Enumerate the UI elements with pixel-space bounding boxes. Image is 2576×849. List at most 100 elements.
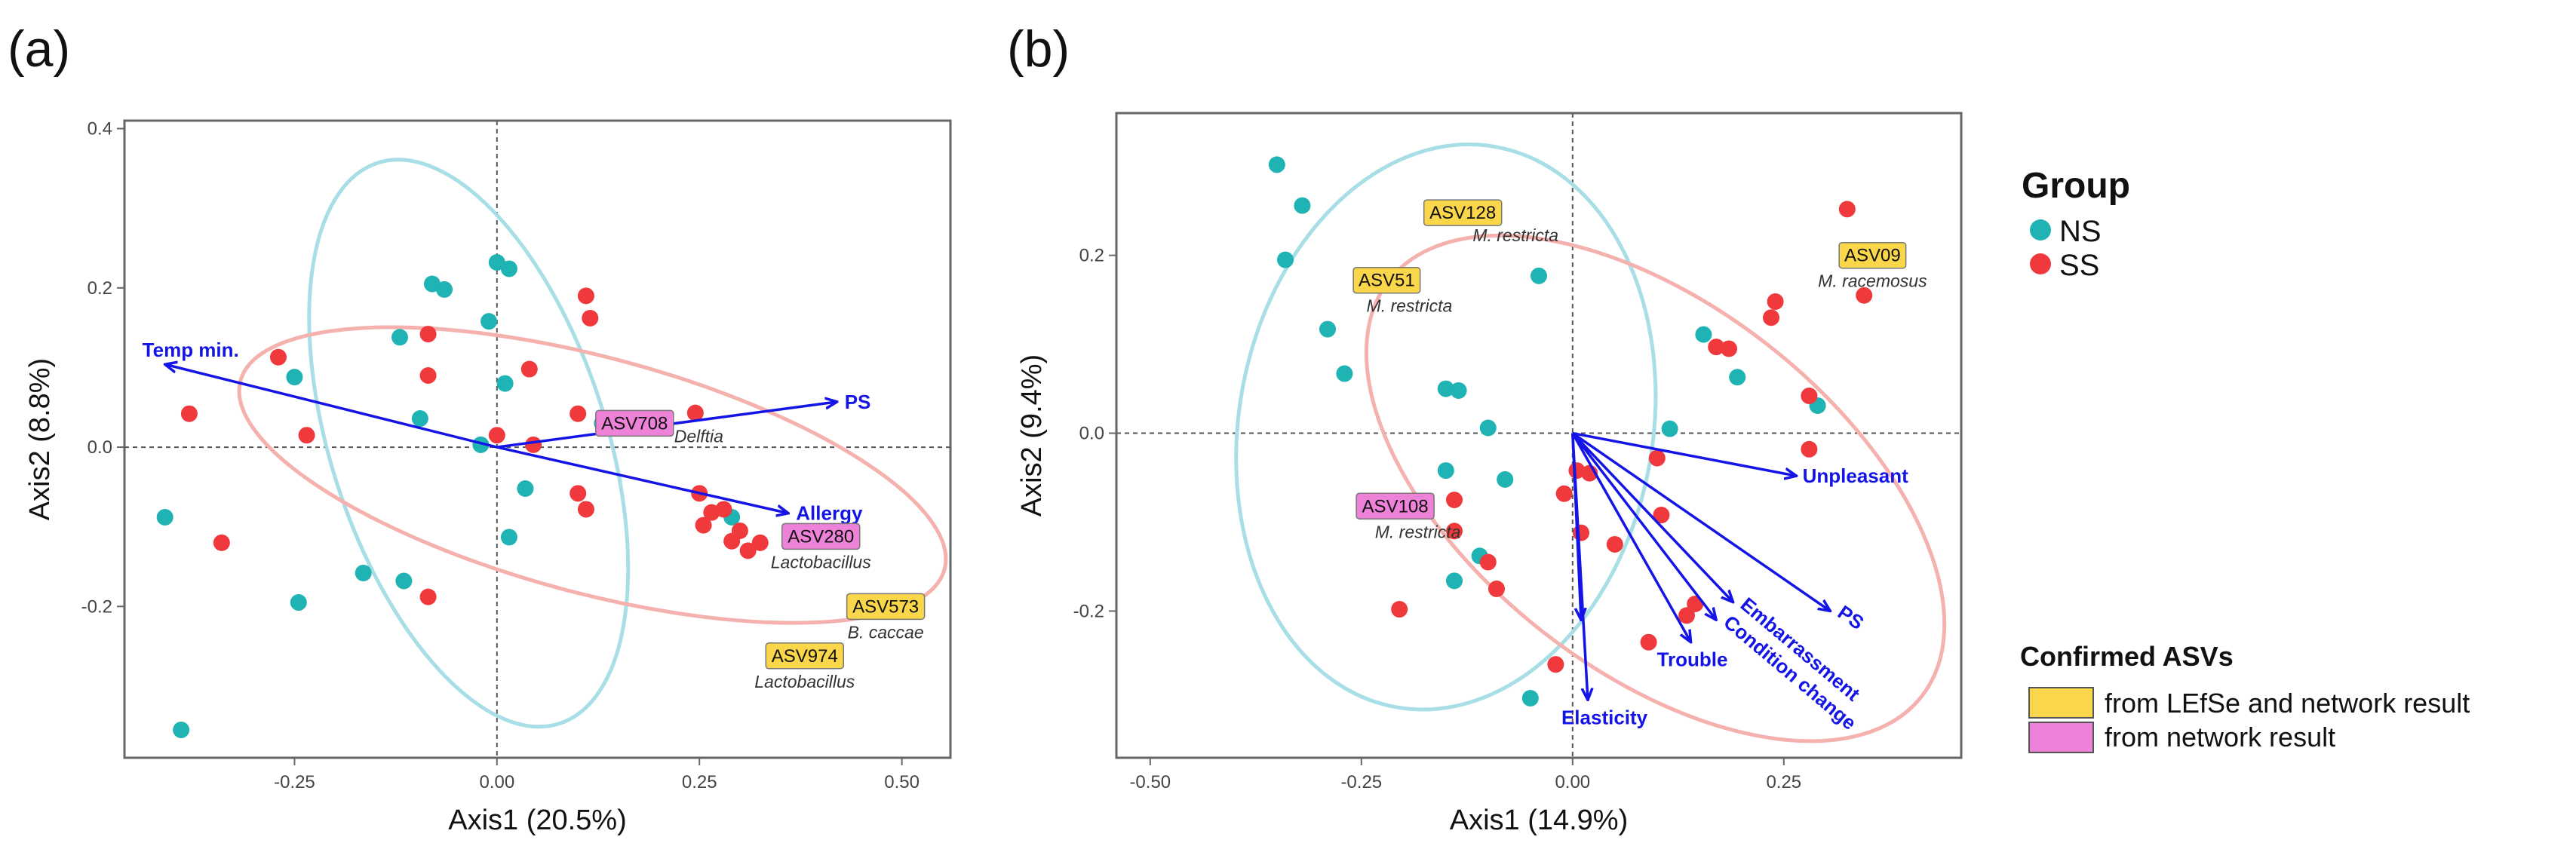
data-point-ns bbox=[1497, 470, 1514, 488]
data-point-ss bbox=[1547, 656, 1564, 673]
data-point-ss bbox=[1391, 601, 1408, 618]
asv-label-name: ASV280 bbox=[788, 526, 854, 547]
data-point-ss bbox=[520, 360, 538, 378]
asv-label-box bbox=[1352, 266, 1421, 294]
data-point-ns bbox=[286, 369, 303, 386]
data-point-ns bbox=[1268, 156, 1285, 173]
data-point-ns bbox=[391, 329, 408, 346]
data-point-ns bbox=[1446, 572, 1463, 590]
data-point-ns bbox=[436, 280, 453, 298]
data-point-ss bbox=[1721, 340, 1737, 357]
legend-ns-marker bbox=[2030, 219, 2051, 241]
data-point-ss bbox=[419, 588, 437, 605]
data-point-ss bbox=[695, 516, 712, 534]
data-point-ss bbox=[488, 427, 505, 444]
legend-group-title: Group bbox=[2022, 166, 2130, 206]
data-point-ss bbox=[739, 542, 757, 559]
data-point-ns bbox=[481, 313, 498, 330]
legend-ss-marker bbox=[2030, 253, 2051, 274]
data-point-ss bbox=[723, 532, 741, 550]
data-point-ss bbox=[1801, 388, 1818, 405]
data-point-ss bbox=[1446, 492, 1463, 508]
data-point-ss bbox=[1446, 523, 1463, 540]
panel-a-chart: Temp min. PS Allergy ASV708 Delftia ASV280 Lac… bbox=[24, 119, 952, 836]
confidence-ellipse-ns bbox=[1234, 143, 1658, 712]
asv-label-box bbox=[765, 642, 845, 670]
vector-arrow bbox=[496, 446, 788, 513]
data-point-ss bbox=[1555, 485, 1573, 502]
legend-network-label: from network result bbox=[2105, 722, 2335, 752]
data-point-ss bbox=[1838, 201, 1856, 218]
data-point-ns bbox=[1450, 382, 1467, 399]
asv-label-name: ASV128 bbox=[1429, 203, 1496, 223]
data-point-ss bbox=[1653, 507, 1670, 524]
legend-ns-label: NS bbox=[2059, 215, 2102, 248]
x-tick-label: -0.25 bbox=[1340, 772, 1382, 792]
data-point-ss bbox=[1708, 339, 1725, 356]
data-point-ss bbox=[1640, 633, 1657, 651]
data-point-ns bbox=[1319, 320, 1336, 338]
data-point-ss bbox=[419, 326, 437, 343]
data-point-ss bbox=[298, 427, 315, 444]
arrow-label: Allergy bbox=[796, 502, 863, 525]
asv-label-name: ASV573 bbox=[852, 596, 919, 617]
asv-label-box bbox=[1838, 241, 1907, 269]
data-point-ns bbox=[355, 564, 372, 581]
data-point-ns bbox=[1336, 365, 1353, 382]
legend-ss-label: SS bbox=[2059, 249, 2099, 282]
data-point-ss bbox=[1763, 309, 1779, 326]
data-point-ns bbox=[496, 375, 514, 392]
data-point-ss bbox=[751, 534, 769, 551]
data-point-ns bbox=[173, 722, 190, 739]
x-tick-label: 0.50 bbox=[884, 772, 920, 792]
asv-label-taxon: M. restricta bbox=[1375, 522, 1461, 541]
data-point-ss bbox=[525, 436, 542, 453]
y-tick-label: 0.0 bbox=[88, 437, 112, 458]
confidence-ellipse-ss bbox=[237, 325, 948, 625]
x-tick-label: 0.25 bbox=[682, 772, 717, 792]
data-point-ns bbox=[1479, 419, 1497, 437]
x-axis-label: Axis1 (14.9%) bbox=[1450, 805, 1629, 836]
data-point-ns bbox=[1437, 380, 1454, 397]
data-point-ss bbox=[1648, 449, 1666, 467]
data-point-ss bbox=[1767, 293, 1784, 311]
y-tick-label: 0.0 bbox=[1079, 424, 1104, 444]
data-point-ss bbox=[1568, 462, 1586, 480]
arrow-label: Unpleasant bbox=[1803, 464, 1908, 487]
data-point-ss bbox=[686, 404, 704, 421]
data-point-ns bbox=[500, 260, 517, 277]
arrow-label: Temp min. bbox=[143, 339, 239, 361]
x-tick-label: 0.25 bbox=[1766, 772, 1801, 792]
data-point-ns bbox=[472, 436, 490, 453]
data-point-ss bbox=[582, 309, 599, 326]
asv-label-name: ASV09 bbox=[1844, 246, 1901, 266]
asv-label-name: ASV51 bbox=[1359, 271, 1415, 291]
legend-asv-title: Confirmed ASVs bbox=[2020, 641, 2234, 672]
data-point-ns bbox=[290, 594, 307, 611]
vector-arrow bbox=[1571, 432, 1691, 642]
asv-label-taxon: M. restricta bbox=[1472, 225, 1558, 245]
x-tick-label: 0.00 bbox=[1555, 772, 1590, 792]
data-point-ns bbox=[1437, 462, 1454, 480]
data-point-ss bbox=[715, 501, 732, 518]
data-point-ss bbox=[1573, 524, 1589, 541]
y-tick-label: -0.2 bbox=[1073, 601, 1104, 621]
data-point-ns bbox=[488, 254, 505, 271]
y-tick-label: 0.4 bbox=[88, 119, 112, 139]
y-axis-label: Axis2 (8.8%) bbox=[24, 358, 56, 520]
vector-arrow bbox=[1571, 432, 1831, 611]
asv-label-name: ASV108 bbox=[1362, 496, 1429, 516]
data-point-ns bbox=[1695, 326, 1712, 343]
vector-arrow bbox=[165, 364, 498, 449]
arrow-label: Trouble bbox=[1657, 648, 1728, 671]
data-point-ns bbox=[1661, 420, 1678, 437]
asv-label-taxon: B. caccae bbox=[848, 622, 924, 642]
legend-lefse-network-label: from LEfSe and network result bbox=[2105, 688, 2470, 719]
asv-label-box bbox=[846, 593, 926, 621]
y-tick-label: 0.2 bbox=[1079, 246, 1104, 266]
data-point-ns bbox=[1277, 251, 1294, 268]
legend-lefse-network-swatch bbox=[2028, 687, 2094, 719]
asv-label-box bbox=[595, 409, 674, 437]
data-point-ss bbox=[1479, 553, 1497, 571]
